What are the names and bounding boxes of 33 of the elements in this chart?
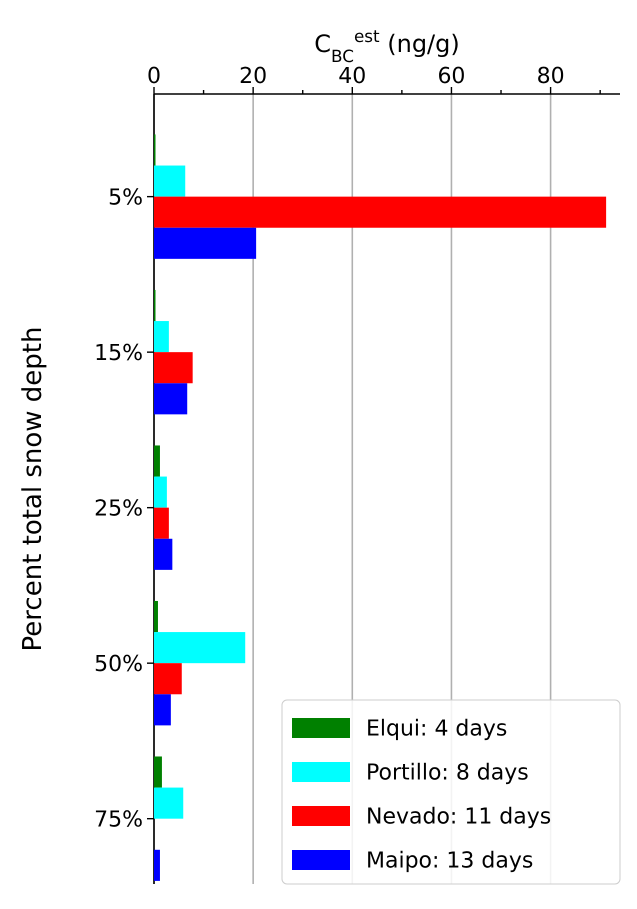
x-tick-label: 80 — [536, 64, 565, 89]
bar — [154, 600, 158, 632]
bar — [154, 508, 169, 539]
y-tick-label: 5% — [108, 185, 143, 210]
bar — [154, 445, 160, 477]
y-tick-label: 15% — [94, 340, 143, 366]
bar — [154, 321, 169, 352]
bar — [154, 756, 162, 788]
y-tick-label: 25% — [94, 496, 143, 522]
bar — [154, 694, 171, 726]
x-tick-label: 0 — [147, 64, 161, 89]
x-tick-label: 40 — [338, 64, 366, 89]
bar — [154, 166, 186, 197]
bar — [154, 788, 184, 819]
bar — [154, 850, 160, 881]
bar — [154, 196, 606, 228]
legend-label: Elqui: 4 days — [366, 716, 508, 742]
y-tick-label: 75% — [94, 807, 143, 832]
bar — [154, 228, 256, 259]
x-tick-label: 20 — [239, 64, 268, 89]
bar — [154, 383, 188, 414]
y-axis-title: Percent total snow depth — [18, 326, 48, 652]
legend-label: Portillo: 8 days — [366, 760, 529, 786]
legend-label: Maipo: 13 days — [366, 848, 534, 874]
bar — [154, 538, 172, 570]
bar — [154, 476, 167, 508]
bar — [154, 352, 193, 384]
x-axis-title: C$_{BC}$$^{est}$ (ng/g) — [314, 26, 460, 66]
legend-label: Nevado: 11 days — [366, 804, 552, 830]
x-tick-label: 60 — [437, 64, 466, 89]
bar — [154, 663, 182, 694]
bar — [154, 632, 246, 664]
y-tick-label: 50% — [94, 652, 143, 677]
